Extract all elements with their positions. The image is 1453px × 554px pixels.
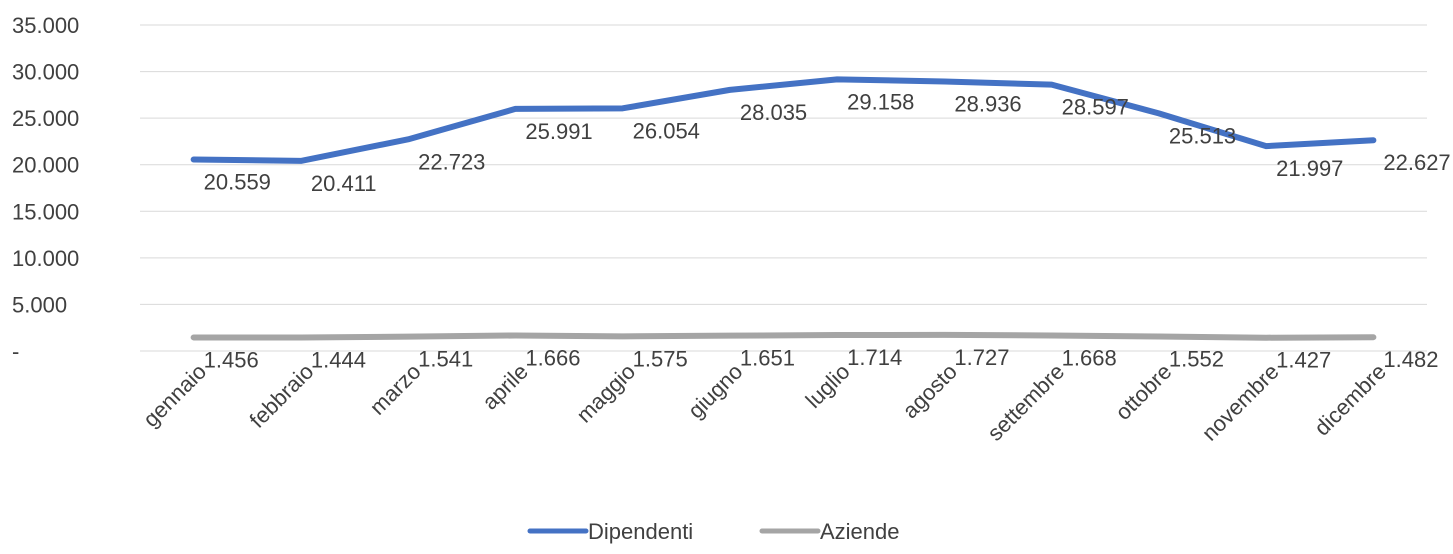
x-tick-label: settembre (982, 359, 1069, 446)
data-label: 20.559 (204, 170, 271, 195)
data-label: 1.482 (1383, 347, 1438, 372)
data-label: 20.411 (311, 171, 377, 196)
gridlines (140, 24, 1427, 352)
data-label: 28.936 (954, 91, 1021, 116)
data-label: 1.668 (1062, 345, 1117, 370)
y-tick-label: 5.000 (12, 292, 67, 317)
legend: Dipendenti Aziende (527, 519, 900, 544)
data-label: 1.456 (204, 347, 259, 372)
x-tick-label: agosto (898, 359, 962, 423)
data-label: 28.035 (740, 100, 807, 125)
data-label: 25.991 (525, 119, 592, 144)
data-label: 1.552 (1169, 347, 1224, 372)
series-line-aziende (190, 331, 1377, 341)
data-label: 1.714 (847, 345, 902, 370)
legend-label-dipendenti: Dipendenti (588, 519, 693, 544)
data-label: 1.651 (740, 346, 795, 371)
series-lines (190, 76, 1377, 341)
y-tick-label: 30.000 (12, 60, 79, 85)
data-label: 25.513 (1169, 123, 1236, 148)
y-tick-label: 20.000 (12, 153, 79, 178)
x-tick-label: marzo (365, 359, 426, 420)
data-label: 22.627 (1383, 150, 1450, 175)
data-labels: 20.559 20.411 22.723 25.991 26.054 28.035 29.1… (204, 89, 1451, 372)
x-tick-label: ottobre (1110, 359, 1176, 425)
y-tick-label: - (12, 339, 19, 364)
x-tick-label: maggio (571, 359, 640, 428)
data-label: 1.727 (954, 345, 1009, 370)
legend-label-aziende: Aziende (820, 519, 900, 544)
y-tick-label: 15.000 (12, 199, 79, 224)
data-label: 22.723 (418, 149, 485, 174)
data-label: 1.444 (311, 348, 366, 373)
data-label: 21.997 (1276, 156, 1343, 181)
y-axis: - 5.000 10.000 15.000 20.000 25.000 30.000 35.0… (12, 13, 79, 364)
data-label: 1.427 (1276, 348, 1331, 373)
x-tick-label: novembre (1197, 359, 1284, 446)
data-label: 26.054 (633, 118, 700, 143)
data-label: 1.541 (418, 347, 473, 372)
data-label: 29.158 (847, 89, 914, 114)
y-tick-label: 35.000 (12, 13, 79, 38)
x-tick-label: giugno (683, 359, 747, 423)
data-label: 1.666 (525, 345, 580, 370)
data-label: 1.575 (633, 346, 688, 371)
y-tick-label: 25.000 (12, 106, 79, 131)
series-line-dipendenti (190, 76, 1377, 164)
data-label: 28.597 (1062, 95, 1129, 120)
y-tick-label: 10.000 (12, 246, 79, 271)
x-tick-label: gennaio (138, 359, 211, 432)
